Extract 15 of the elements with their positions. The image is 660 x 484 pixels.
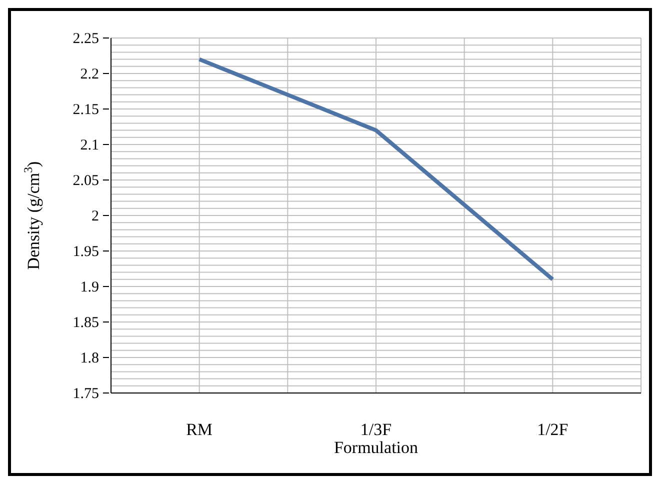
y-tick-label: 1.95: [72, 244, 99, 260]
y-tick-label: 2: [92, 208, 99, 224]
y-tick-label: 1.75: [72, 386, 99, 402]
y-tick-label: 2.15: [72, 102, 99, 118]
y-tick-label: 2.2: [80, 66, 99, 82]
x-tick-label: 1/2F: [537, 420, 568, 440]
y-tick-label: 1.9: [80, 280, 99, 296]
x-tick-label: 1/3F: [360, 420, 392, 440]
x-tick-label: RM: [186, 420, 213, 440]
y-tick-label: 1.8: [80, 350, 99, 366]
y-tick-label: 1.85: [72, 315, 99, 331]
y-tick-label: 2.1: [80, 138, 99, 154]
x-axis-title: Formulation: [334, 438, 419, 457]
y-tick-label: 2.25: [72, 31, 99, 47]
y-tick-label: 2.05: [72, 173, 99, 189]
